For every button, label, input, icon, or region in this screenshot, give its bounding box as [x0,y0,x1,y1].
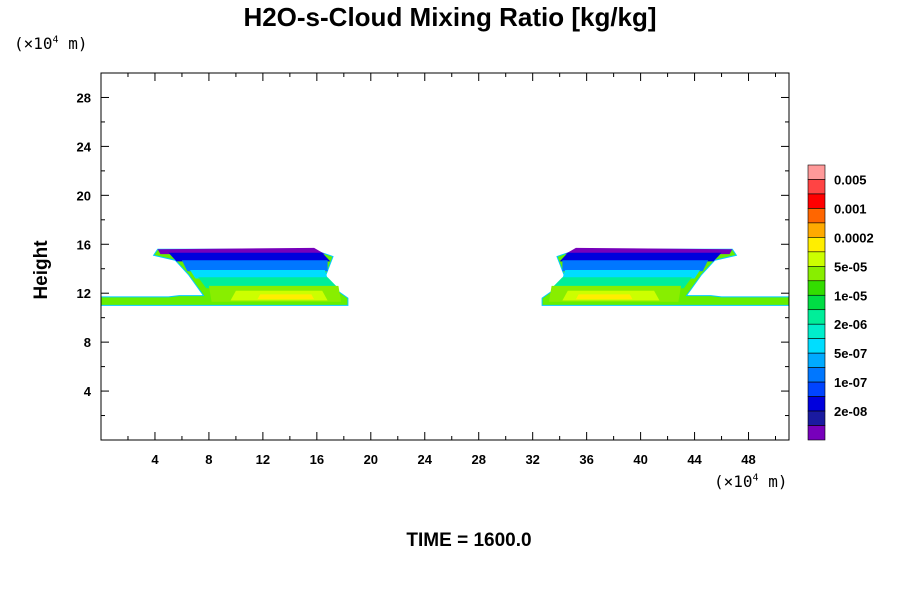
x-tick-label: 44 [687,452,702,467]
x-tick-label: 20 [364,452,378,467]
plot-frame [100,72,790,441]
y-tick-label: 12 [77,286,91,301]
colorbar-swatch [807,410,826,426]
colorbar-swatch [807,280,826,296]
time-footer: TIME = 1600.0 [406,530,532,551]
colorbar-swatch [807,425,826,441]
contour-band-right-0 [565,247,733,255]
contour-band-left-4 [198,277,339,289]
x-tick-label: 8 [205,452,212,467]
colorbar-swatch [807,266,826,282]
y-tick-label: 16 [77,237,91,252]
colorbar-swatch [807,294,826,311]
x-tick-label: 16 [310,452,324,467]
colorbar-swatch [807,179,826,195]
colorbar-swatch [807,164,826,180]
colorbar-swatch [807,396,826,412]
colorbar-label: 1e-05 [834,288,867,303]
y-tick-label: 28 [77,90,91,105]
x-tick-label: 48 [741,452,755,467]
y-tick-label: 8 [84,335,91,350]
colorbar-swatch [807,323,826,339]
colorbar-label: 5e-05 [834,259,867,274]
colorbar-label: 2e-08 [834,404,867,419]
colorbar-swatch [807,208,826,224]
contour-band-right-2 [562,260,709,272]
colorbar-label: 0.005 [834,172,867,187]
colorbar-swatch [807,237,826,253]
contour-band-right-1 [559,252,722,262]
colorbar-swatch [807,381,826,397]
contour-band-left-0 [157,247,325,255]
y-tick-label: 24 [77,139,92,154]
x-tick-label: 32 [525,452,539,467]
contour-band-right-4 [551,277,692,289]
colorbar-label: 5e-07 [834,346,867,361]
contour-band-left-3 [190,270,328,279]
y-tick-label: 4 [84,384,92,399]
x-tick-label: 40 [633,452,647,467]
contour-band-left-7 [257,294,315,300]
colorbar-swatch [807,309,826,325]
contour-band-right-3 [562,270,700,279]
colorbar-swatch [807,193,826,209]
x-tick-label: 28 [471,452,485,467]
y-tick-label: 20 [77,188,91,203]
colorbar-label: 1e-07 [834,375,867,390]
x-unit-label: (×104 m) [714,472,788,491]
colorbar-label: 0.0002 [834,230,874,245]
x-tick-label: 24 [418,452,433,467]
colorbar-label: 0.001 [834,201,867,216]
contour-band-left-1 [168,252,331,262]
colorbar-label: 2e-06 [834,317,867,332]
x-tick-label: 4 [151,452,159,467]
contour-band-right-7 [575,294,633,300]
colorbar-swatch [807,338,826,354]
colorbar-swatch [807,352,826,368]
colorbar-swatch [807,367,826,383]
y-unit-label: (×104 m) [14,34,88,53]
chart-title: H2O-s-Cloud Mixing Ratio [kg/kg] [243,2,657,32]
x-tick-label: 12 [256,452,270,467]
contour-band-left-2 [181,260,328,272]
colorbar-swatch [807,251,826,267]
x-tick-label: 36 [579,452,593,467]
colorbar-swatch [807,222,826,238]
